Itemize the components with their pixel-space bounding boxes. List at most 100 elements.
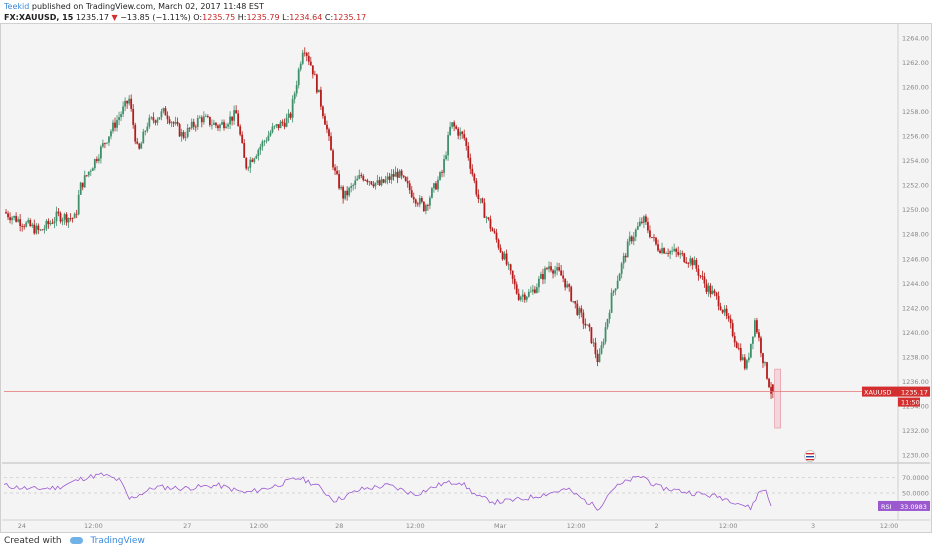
candle-body	[697, 268, 700, 276]
candle-body	[370, 181, 373, 185]
candle-body	[711, 290, 714, 295]
candle-body	[707, 285, 710, 292]
time-tick-label: 3	[811, 522, 815, 530]
candle-body	[200, 117, 203, 123]
candle-body	[380, 179, 383, 186]
open-label: O:	[193, 13, 203, 22]
candle-body	[400, 170, 403, 176]
price-tick-label: 1244.00	[902, 280, 929, 288]
candle-body	[241, 134, 244, 144]
candle-body	[729, 318, 732, 324]
candle-body	[717, 295, 720, 307]
price-axis-ticks: 1264.00 1262.00 1260.00 1258.00 1256.00 1254.…	[902, 35, 929, 460]
candle-body	[190, 121, 193, 129]
candle-body	[620, 263, 623, 274]
candle-body	[588, 324, 591, 328]
symbol-tag-bg	[862, 386, 898, 397]
candle-body	[29, 220, 32, 227]
symbol-tag-label: XAUUSD	[864, 389, 892, 397]
candle-body	[291, 99, 294, 118]
candle-body	[275, 124, 278, 126]
candle-body	[89, 170, 92, 172]
candle-body	[705, 283, 708, 292]
candle-body	[404, 176, 407, 182]
candle-body	[322, 106, 324, 117]
candle-body	[521, 294, 524, 297]
candle-body	[150, 117, 153, 119]
candle-body	[237, 113, 240, 127]
candle-body	[364, 180, 367, 181]
candle-body	[764, 362, 766, 364]
candle-body	[594, 342, 597, 355]
candle-body	[330, 136, 332, 151]
candle-body	[344, 190, 347, 199]
candle-body	[709, 285, 712, 295]
candle-body	[219, 124, 221, 129]
candle-body	[154, 120, 157, 123]
candle-body	[104, 143, 106, 144]
header-line-2: FX:XAUUSD, 15 1235.17 ▼ −13.85 (−1.11%) …	[4, 13, 366, 22]
price-tick-label: 1258.00	[902, 108, 929, 116]
candle-body	[180, 132, 183, 137]
candle-body	[269, 132, 272, 136]
time-tick-label: 28	[335, 522, 343, 530]
candle-body	[55, 211, 58, 222]
candle-body	[598, 353, 601, 363]
last-price-tag-value: 1235.17	[901, 389, 928, 397]
candle-body	[53, 221, 56, 224]
candle-body	[507, 264, 510, 266]
price-tick-label: 1240.00	[902, 329, 929, 337]
candle-body	[540, 273, 542, 279]
candle-body	[194, 126, 197, 128]
candle-body	[315, 74, 318, 93]
chart-frame[interactable]	[0, 23, 932, 533]
time-tick-label: 12:00	[84, 522, 103, 530]
candle-body	[467, 145, 470, 158]
candle-body	[198, 117, 201, 119]
candle-body	[661, 248, 663, 253]
author-name[interactable]: Teekid	[4, 2, 30, 11]
us-flag-icon[interactable]	[804, 450, 816, 462]
price-tick-label: 1242.00	[902, 304, 929, 312]
candle-body	[610, 292, 613, 313]
candle-body	[332, 150, 334, 168]
candle-body	[307, 55, 310, 62]
candle-body	[388, 176, 391, 180]
candle-body	[412, 197, 415, 200]
candle-body	[164, 108, 167, 116]
candle-body	[71, 218, 74, 219]
candle-body	[273, 125, 276, 127]
rsi-tag-label: RSI	[881, 503, 892, 511]
candle-body	[85, 175, 88, 177]
last-price-markers: XAUUSD 1235.17 11:50	[4, 386, 930, 407]
candle-body	[65, 214, 68, 223]
candle-body	[622, 255, 625, 264]
candle-body	[531, 289, 534, 292]
candle-body	[739, 348, 742, 361]
candle-body	[356, 178, 359, 181]
time-tick-label: 12:00	[719, 522, 738, 530]
candle-body	[394, 171, 397, 177]
candle-body	[731, 323, 734, 337]
candle-body	[422, 201, 425, 212]
candle-body	[556, 267, 558, 271]
candle-body	[713, 290, 716, 293]
candle-body	[471, 168, 474, 175]
candle-body	[118, 117, 120, 121]
candle-body	[538, 278, 540, 288]
candle-body	[265, 140, 268, 142]
candle-body	[455, 126, 458, 129]
candle-body	[295, 85, 298, 94]
candle-body	[122, 106, 124, 115]
price-tick-label: 1248.00	[902, 231, 929, 239]
time-tick-label: 12:00	[880, 522, 899, 530]
candle-body	[671, 250, 674, 252]
candle-body	[91, 168, 94, 171]
candle-body	[57, 211, 60, 214]
candle-body	[754, 320, 756, 337]
tradingview-logo[interactable]: TradingView	[90, 536, 145, 546]
candle-body	[73, 213, 76, 219]
candle-body	[217, 125, 219, 129]
candle-body	[378, 180, 381, 186]
